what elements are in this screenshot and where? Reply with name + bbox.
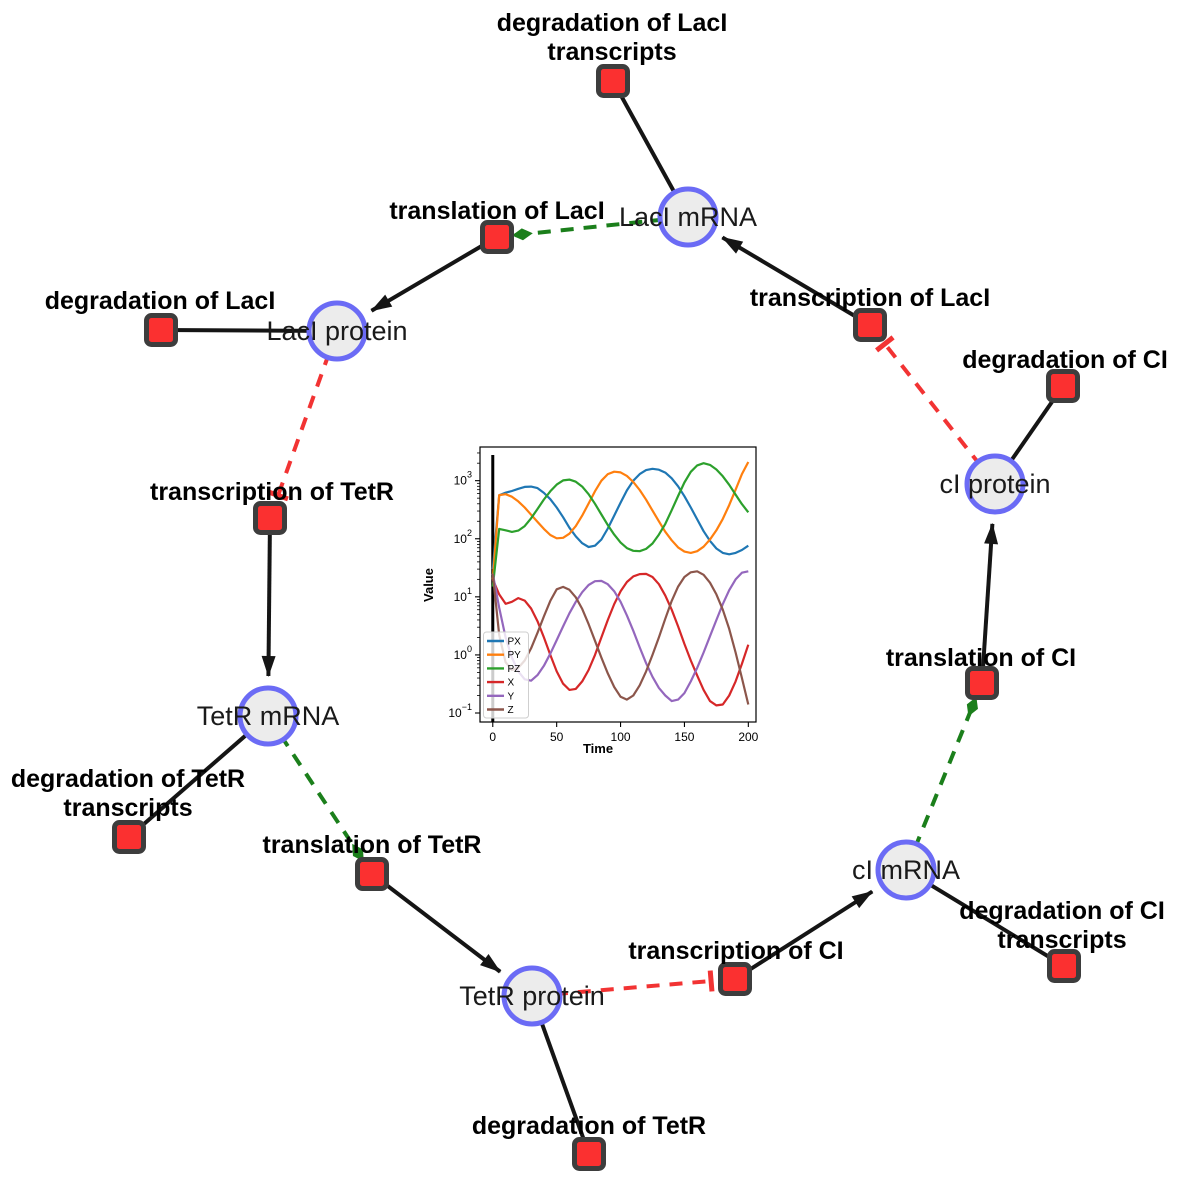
inset-chart: 0 50 100 150 200 10−1 100 101 102 103 Time Value PX P… (421, 426, 773, 766)
legend-label-X: X (508, 678, 515, 689)
reaction-node-txn_ci (718, 962, 752, 996)
edge-modifier-ci_mrna-transl_ci (904, 696, 978, 871)
edge-production-transl_ci-ci_protein (980, 522, 999, 684)
legend-label-PZ: PZ (508, 664, 521, 675)
reaction-node-deg_ci (1046, 369, 1080, 403)
species-node-laci_mrna (657, 186, 719, 248)
x-tick-label: 200 (738, 730, 758, 744)
reaction-node-deg_ci_tx (1047, 949, 1081, 983)
reaction-label-deg_tetr_tx: degradation of TetR transcripts (11, 765, 245, 822)
series-line-X (491, 572, 750, 707)
x-tick-label: 50 (550, 730, 564, 744)
edge-production-txn_ci-ci_mrna (733, 889, 874, 981)
species-node-laci_protein (306, 300, 368, 362)
reaction-label-deg_ci: degradation of CI (962, 346, 1168, 374)
legend-label-Y: Y (508, 691, 515, 702)
y-tick-label: 101 (454, 586, 472, 604)
species-node-ci_mrna (875, 839, 937, 901)
reaction-label-deg_tetr: degradation of TetR (472, 1112, 706, 1140)
reaction-label-txn_ci: transcription of CI (628, 937, 843, 965)
series-line-PZ (491, 462, 750, 587)
reaction-label-deg_ci_tx: degradation of CI transcripts (959, 897, 1165, 954)
species-node-ci_protein (964, 453, 1026, 515)
x-tick-label: 0 (489, 730, 496, 744)
species-label-tetr_mrna: TetR mRNA (197, 701, 340, 731)
species-label-laci_protein: LacI protein (266, 316, 407, 346)
reaction-label-txn_laci: transcription of LacI (750, 284, 990, 312)
reaction-node-txn_tetr (253, 501, 287, 535)
reaction-node-deg_tetr (572, 1137, 606, 1171)
edge-consumption-tetr_mrna-deg_tetr_tx (127, 714, 270, 839)
edge-consumption-ci_mrna-deg_ci_tx (904, 868, 1066, 968)
labels-layer: degradation of LacI transcripts translatio… (11, 9, 1168, 1140)
chart-legend (483, 631, 529, 719)
species-node-tetr_protein (501, 965, 563, 1027)
edge-production-transl_laci-laci_protein (370, 235, 499, 313)
legend-label-PY: PY (508, 650, 522, 661)
species-node-tetr_mrna (237, 685, 299, 747)
reaction-node-deg_laci (144, 313, 178, 347)
species-label-ci_protein: cI protein (939, 469, 1050, 499)
reaction-node-transl_laci (480, 220, 514, 254)
reaction-node-transl_tetr (355, 857, 389, 891)
legend-label-PX: PX (508, 637, 522, 648)
reaction-label-transl_tetr: translation of TetR (263, 831, 482, 859)
y-tick-label: 103 (454, 470, 472, 488)
reaction-label-transl_laci: translation of LacI (389, 197, 604, 225)
y-tick-label: 100 (454, 644, 472, 662)
species-label-ci_mrna: cI mRNA (852, 855, 960, 885)
reaction-label-transl_ci: translation of CI (886, 644, 1076, 672)
reaction-label-deg_laci_tx: degradation of LacI transcripts (497, 9, 728, 66)
x-tick-label: 150 (674, 730, 694, 744)
reaction-node-deg_laci_tx (596, 64, 630, 98)
series-line-Z (491, 570, 750, 705)
y-tick-label: 10−1 (448, 702, 472, 720)
edge-production-txn_tetr-tetr_mrna (261, 517, 276, 678)
y-tick-label: 102 (454, 528, 472, 546)
series-line-PY (491, 461, 750, 580)
x-tick-label: 100 (611, 730, 631, 744)
edge-production-transl_tetr-tetr_protein (370, 872, 502, 974)
species-label-tetr_protein: TetR protein (459, 981, 605, 1011)
reaction-node-txn_laci (853, 308, 887, 342)
nodes-layer (112, 64, 1081, 1171)
series-line-PX (491, 467, 749, 570)
y-axis-title: Value (421, 568, 436, 602)
reaction-node-transl_ci (965, 666, 999, 700)
reaction-label-txn_tetr: transcription of TetR (150, 478, 394, 506)
reaction-node-deg_tetr_tx (112, 820, 146, 854)
reaction-label-deg_laci: degradation of LacI (45, 287, 276, 315)
x-axis-title: Time (583, 741, 613, 756)
legend-label-Z: Z (508, 705, 514, 716)
species-label-laci_mrna: LacI mRNA (619, 202, 757, 232)
edge-production-txn_laci-laci_mrna (721, 235, 872, 327)
series-line-Y (491, 570, 749, 703)
